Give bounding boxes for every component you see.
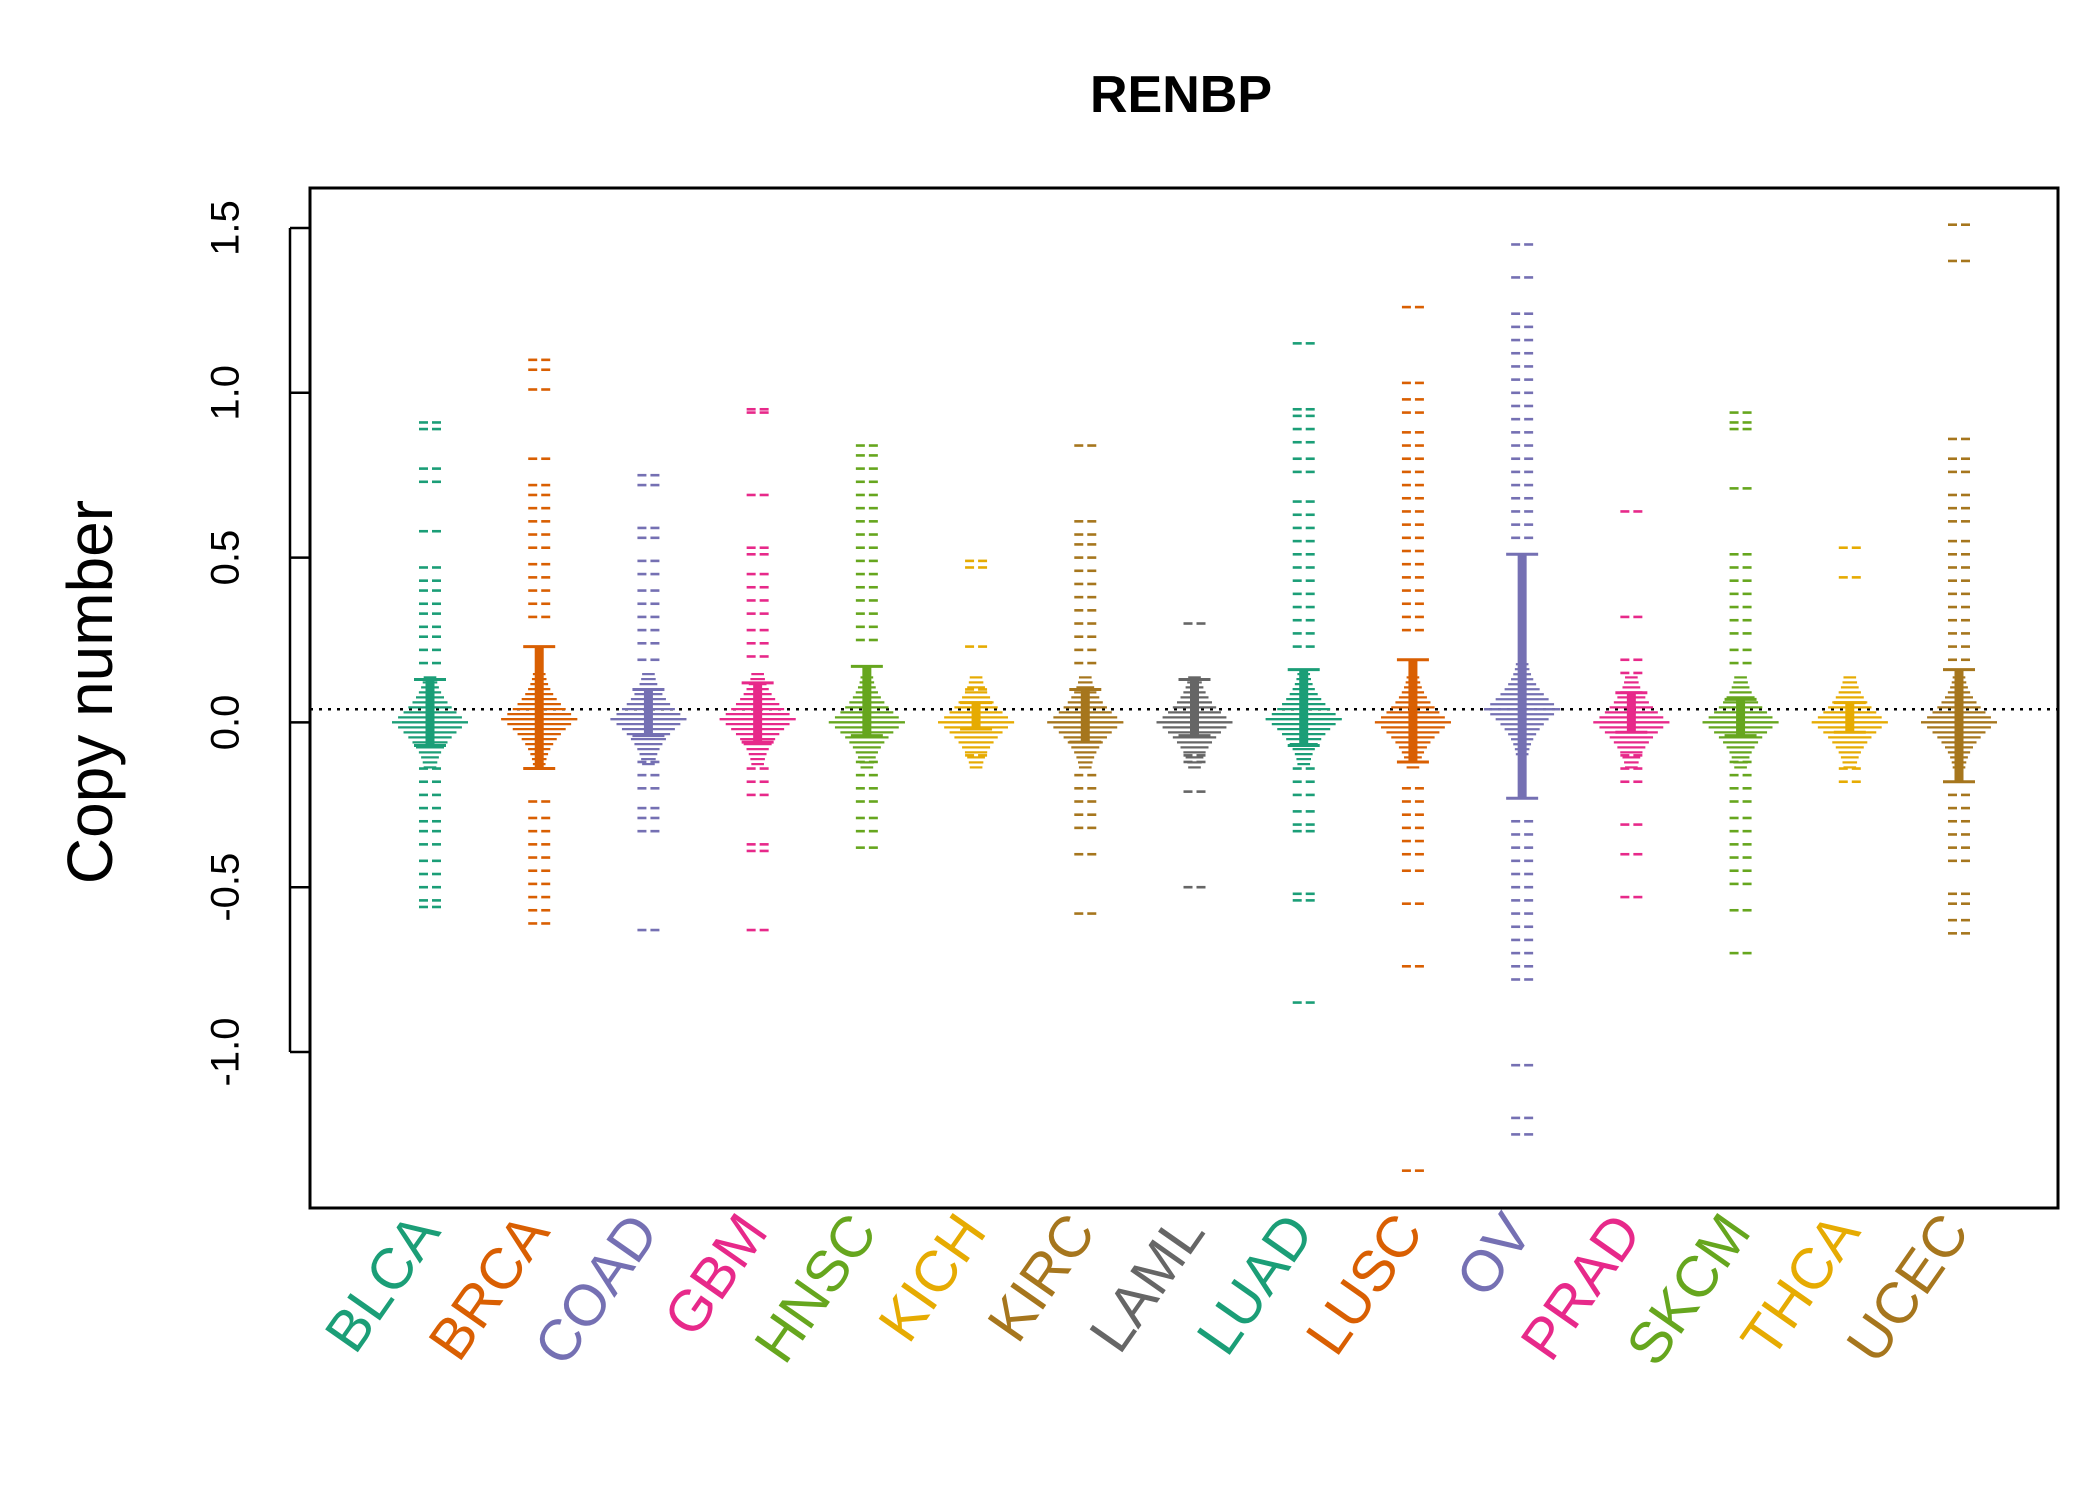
series-laml (1156, 622, 1233, 889)
series-brca (501, 358, 578, 925)
y-tick-label: 0.0 (204, 695, 248, 751)
series-skcm (1702, 411, 1779, 955)
series-kirc (1047, 444, 1124, 915)
series-luad (1265, 342, 1342, 1004)
chart-title: RENBP (1090, 66, 1272, 124)
y-axis: -1.0 -0.5 0.0 0.5 1.0 1.5 (204, 200, 310, 1086)
series-ucec (1921, 223, 1997, 935)
series-thca (1811, 546, 1888, 784)
y-tick-label: 0.5 (204, 530, 248, 586)
series-kich (938, 559, 1015, 769)
series-coad (610, 473, 687, 932)
series-blca (392, 421, 468, 909)
plot-marks (310, 223, 2058, 1172)
series-gbm (719, 407, 796, 932)
y-tick-label: -0.5 (204, 853, 248, 922)
plot-frame (308, 186, 2060, 1210)
y-tick-label: 1.0 (204, 365, 248, 421)
series-prad (1593, 510, 1670, 899)
y-tick-label: 1.5 (204, 200, 248, 256)
y-tick-label: -1.0 (204, 1018, 248, 1087)
y-axis-label: Copy number (54, 500, 126, 884)
series-hnsc (828, 444, 905, 849)
series-ov (1484, 243, 1561, 1136)
series-lusc (1374, 305, 1451, 1172)
